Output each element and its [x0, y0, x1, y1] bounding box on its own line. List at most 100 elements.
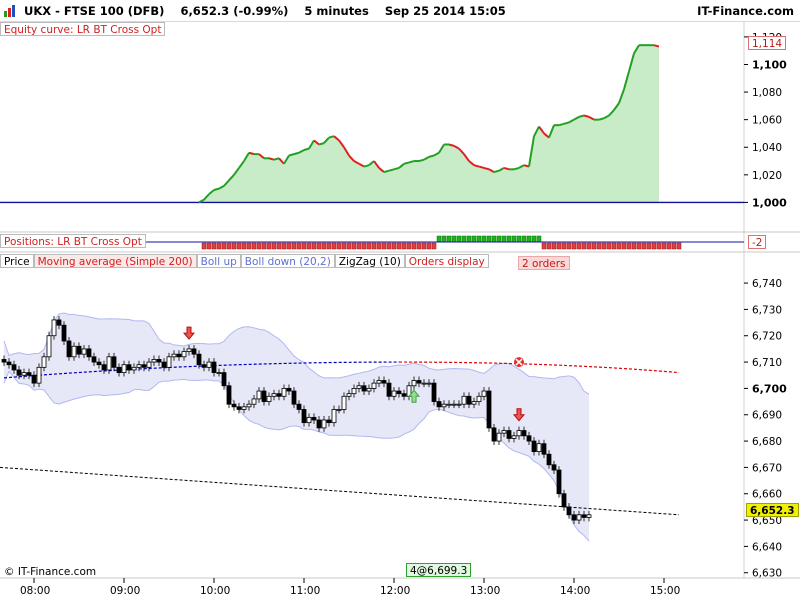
candle-body — [81, 348, 87, 355]
candle-body — [11, 364, 17, 371]
position-short-bar — [676, 242, 682, 250]
equity-segment — [453, 144, 460, 150]
position-short-bar — [326, 242, 332, 250]
position-short-bar — [406, 242, 412, 250]
positions-label[interactable]: Positions: LR BT Cross Opt — [0, 234, 146, 248]
candle-body — [276, 393, 282, 397]
price-tick-label: 6,670 — [752, 462, 782, 474]
position-short-bar — [581, 242, 587, 250]
bottom-order-badge: 4@6,699.3 — [406, 563, 472, 577]
price-legend-orders[interactable]: Orders display — [404, 254, 489, 268]
position-short-bar — [646, 242, 652, 250]
position-long-bar — [461, 235, 467, 243]
equity-segment — [403, 161, 410, 165]
buy-arrow-icon — [407, 389, 421, 403]
equity-segment — [358, 162, 365, 168]
equity-segment — [368, 160, 375, 166]
position-short-bar — [656, 242, 662, 250]
position-long-bar — [511, 235, 517, 243]
candle-body — [541, 443, 547, 455]
equity-segment — [203, 193, 210, 201]
equity-tick-label: 1,040 — [752, 142, 782, 154]
position-short-bar — [551, 242, 557, 250]
candle-body — [141, 364, 147, 368]
equity-segment — [498, 167, 505, 172]
equity-segment — [493, 169, 500, 174]
equity-segment — [223, 179, 230, 187]
equity-segment — [558, 122, 565, 127]
candle-body — [86, 348, 92, 358]
position-short-bar — [546, 242, 552, 250]
position-long-bar — [476, 235, 482, 243]
price-tick-label: 6,720 — [752, 331, 782, 343]
price-legend-zigzag[interactable]: ZigZag (10) — [334, 254, 405, 268]
candle-body — [286, 387, 292, 392]
equity-segment — [348, 154, 355, 162]
position-short-bar — [556, 242, 562, 250]
equity-segment — [653, 44, 660, 48]
position-short-bar — [271, 242, 277, 250]
position-short-bar — [301, 242, 307, 250]
candle-body — [501, 430, 507, 434]
candle-body — [336, 409, 342, 411]
price-legend-boll-up[interactable]: Boll up — [196, 254, 241, 268]
price-tick-label: 6,650 — [752, 515, 782, 527]
position-short-bar — [621, 242, 627, 250]
time-tick-label: 08:00 — [20, 585, 50, 597]
bollinger-lower — [3, 370, 590, 542]
equity-segment — [323, 136, 330, 144]
candle-body — [211, 361, 217, 374]
price-legend-price[interactable]: Price — [0, 254, 34, 268]
equity-segment — [303, 147, 310, 151]
equity-segment — [388, 168, 395, 172]
candle-body — [6, 361, 12, 366]
position-short-bar — [591, 242, 597, 250]
equity-segment — [243, 152, 250, 162]
price-legend-boll-down[interactable]: Boll down (20,2) — [240, 254, 335, 268]
equity-segment — [563, 121, 570, 125]
candle-body — [536, 443, 542, 453]
price-tick-label: 6,640 — [752, 541, 782, 553]
position-short-bar — [276, 242, 282, 250]
position-long-bar — [501, 235, 507, 243]
candle-body — [346, 393, 352, 397]
candle-body — [51, 319, 57, 337]
candle-body — [246, 403, 252, 408]
candle-body — [111, 356, 117, 368]
position-short-bar — [426, 242, 432, 250]
candle-body — [176, 353, 182, 358]
equity-segment — [393, 166, 400, 171]
candle-body — [56, 319, 62, 326]
equity-segment — [268, 157, 275, 161]
position-short-bar — [416, 242, 422, 250]
equity-segment — [328, 135, 335, 139]
position-short-bar — [346, 242, 352, 250]
equity-segment — [588, 116, 595, 121]
positions-bars — [0, 235, 744, 250]
position-short-bar — [596, 242, 602, 250]
candle-body — [106, 356, 112, 371]
position-short-bar — [341, 242, 347, 250]
candle-body — [166, 356, 172, 368]
position-short-bar — [231, 242, 237, 250]
position-short-bar — [636, 242, 642, 250]
equity-segment — [488, 168, 495, 173]
candle-body — [306, 416, 312, 424]
candle-body — [301, 409, 307, 424]
equity-segment — [548, 124, 555, 138]
equity-segment — [353, 160, 360, 165]
candle-body — [171, 353, 177, 358]
position-short-bar — [616, 242, 622, 250]
position-short-bar — [401, 242, 407, 250]
candle-body — [266, 395, 272, 402]
position-long-bar — [486, 235, 492, 243]
price-tick-label: 6,630 — [752, 568, 782, 580]
equity-label[interactable]: Equity curve: LR BT Cross Opt — [0, 22, 166, 36]
position-short-bar — [241, 242, 247, 250]
price-legend-ma[interactable]: Moving average (Simple 200) — [33, 254, 197, 268]
position-short-bar — [226, 242, 232, 250]
candle-body — [221, 372, 227, 387]
equity-segment — [438, 143, 445, 154]
candle-body — [566, 506, 572, 516]
equity-segment — [213, 187, 220, 191]
